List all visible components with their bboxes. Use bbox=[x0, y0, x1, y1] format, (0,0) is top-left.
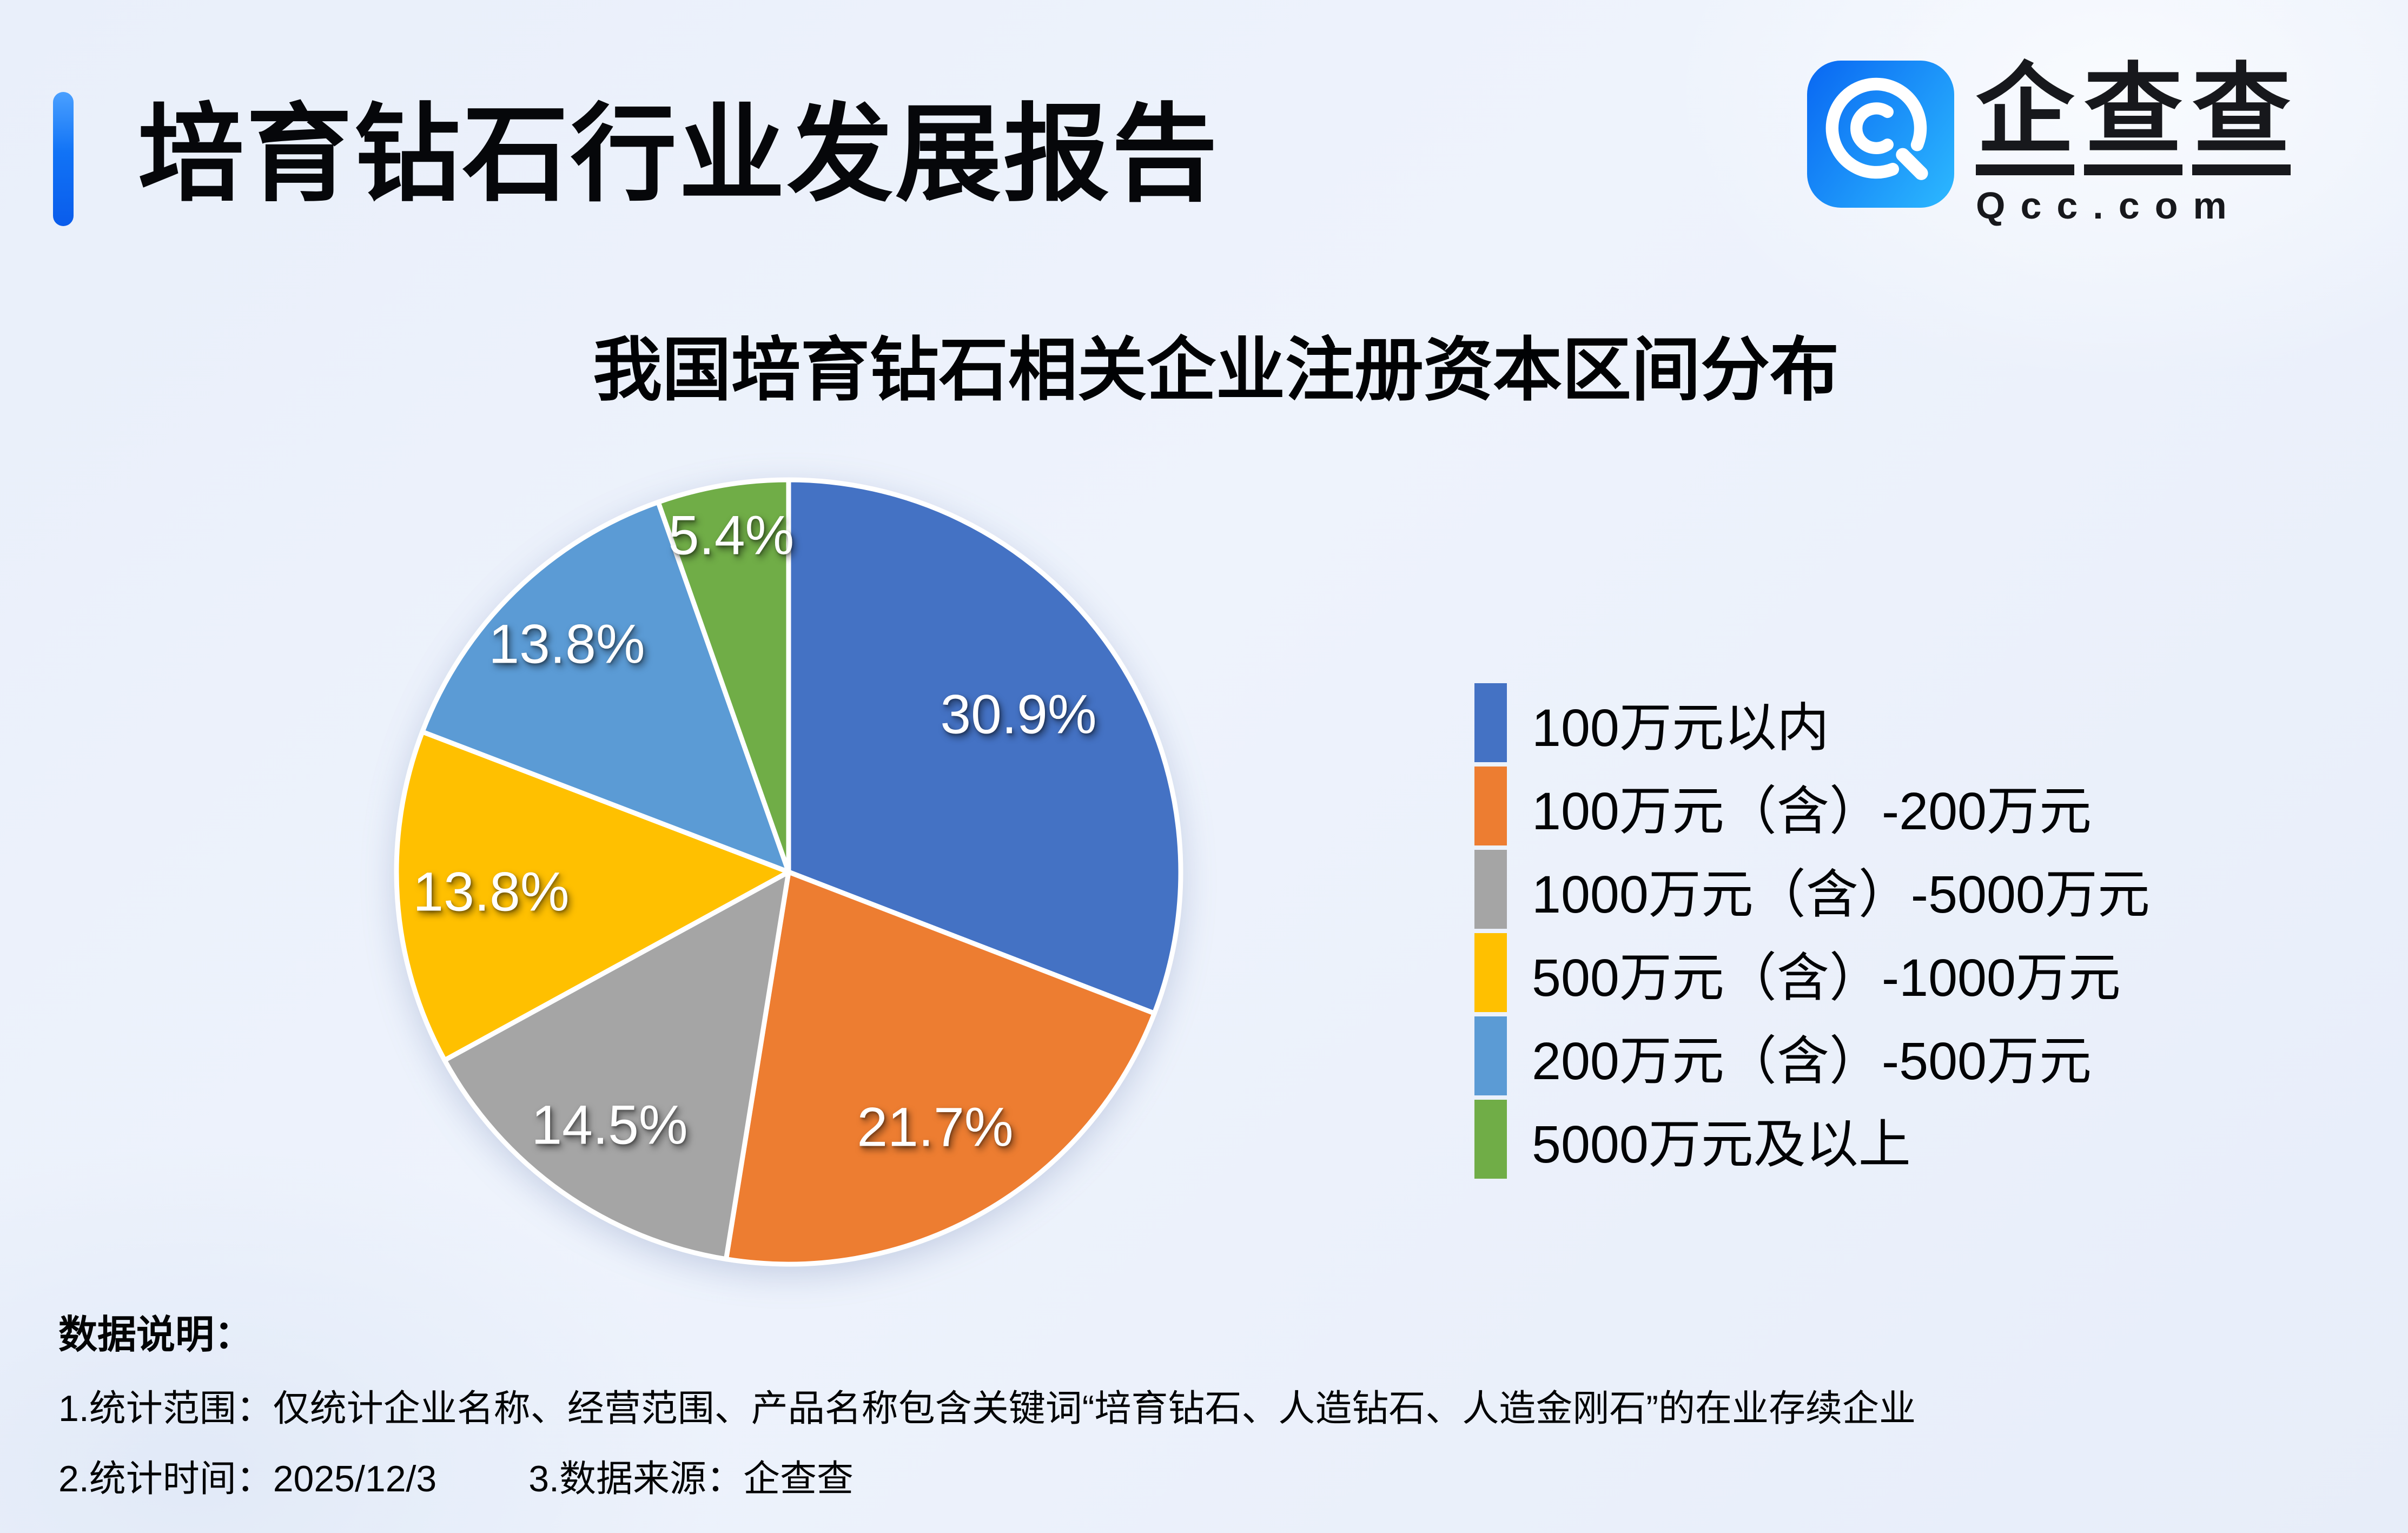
qcc-logo-name: 企查查 bbox=[1976, 61, 2291, 175]
pie-slice bbox=[723, 869, 1157, 1267]
pie-slice bbox=[420, 499, 791, 875]
legend-marker bbox=[1474, 1100, 1507, 1179]
pie-slice bbox=[786, 477, 1183, 1016]
qcc-logo-char: 查 bbox=[2084, 61, 2182, 175]
legend-label: 5000万元及以上 bbox=[1532, 1114, 1911, 1174]
pie-chart bbox=[394, 477, 1183, 1267]
legend-label: 100万元以内 bbox=[1532, 698, 1829, 757]
legend-label: 1000万元（含）-5000万元 bbox=[1532, 864, 2150, 924]
qcc-logo-text: 企查查 Qcc.com bbox=[1976, 61, 2291, 227]
qcc-logo-domain: Qcc.com bbox=[1976, 184, 2242, 227]
legend-marker bbox=[1474, 933, 1507, 1012]
chart-title: 我国培育钻石相关企业注册资本区间分布 bbox=[592, 332, 1839, 409]
legend-item: 200万元（含）-500万元 bbox=[1474, 1016, 2150, 1096]
legend-marker bbox=[1474, 683, 1507, 762]
legend-item: 500万元（含）-1000万元 bbox=[1474, 933, 2150, 1013]
footer-note-date: 2.统计时间：2025/12/3 bbox=[58, 1458, 437, 1499]
page-title: 培育钻石行业发展报告 bbox=[138, 95, 1220, 214]
qcc-logo-char: 查 bbox=[2192, 61, 2291, 175]
pie-slice bbox=[656, 477, 791, 875]
footer-note-scope: 1.统计范围：仅统计企业名称、经营范围、产品名称包含关键词“培育钻石、人造钻石、… bbox=[58, 1388, 1916, 1429]
inner-c-icon bbox=[1850, 102, 1894, 154]
pie-slice bbox=[394, 729, 791, 1063]
qcc-logo-icon bbox=[1807, 61, 1954, 208]
qcc-logo: 企查查 Qcc.com bbox=[1807, 61, 2291, 227]
footer-heading: 数据说明： bbox=[58, 1313, 254, 1357]
qcc-logo-char: 企 bbox=[1976, 61, 2074, 175]
legend-item: 100万元以内 bbox=[1474, 683, 2150, 763]
legend-marker bbox=[1474, 850, 1507, 929]
legend-item: 5000万元及以上 bbox=[1474, 1099, 2150, 1179]
title-accent-bar bbox=[53, 92, 74, 226]
footer-note-line2: 2.统计时间：2025/12/3 3.数据来源：企查查 bbox=[58, 1449, 854, 1502]
legend-marker bbox=[1474, 766, 1507, 845]
chart-legend: 100万元以内 100万元（含）-200万元 1000万元（含）-5000万元 500… bbox=[1474, 683, 2150, 1179]
legend-label: 100万元（含）-200万元 bbox=[1532, 781, 2092, 841]
legend-item: 1000万元（含）-5000万元 bbox=[1474, 849, 2150, 929]
magnifier-handle-icon bbox=[1896, 148, 1928, 180]
legend-label: 500万元（含）-1000万元 bbox=[1532, 948, 2121, 1007]
pie-slice bbox=[442, 869, 791, 1262]
legend-label: 200万元（含）-500万元 bbox=[1532, 1031, 2092, 1091]
legend-marker bbox=[1474, 1016, 1507, 1095]
footer-note-source: 3.数据来源：企查查 bbox=[528, 1458, 854, 1499]
magnifier-ring-icon bbox=[1825, 77, 1927, 179]
legend-item: 100万元（含）-200万元 bbox=[1474, 766, 2150, 846]
